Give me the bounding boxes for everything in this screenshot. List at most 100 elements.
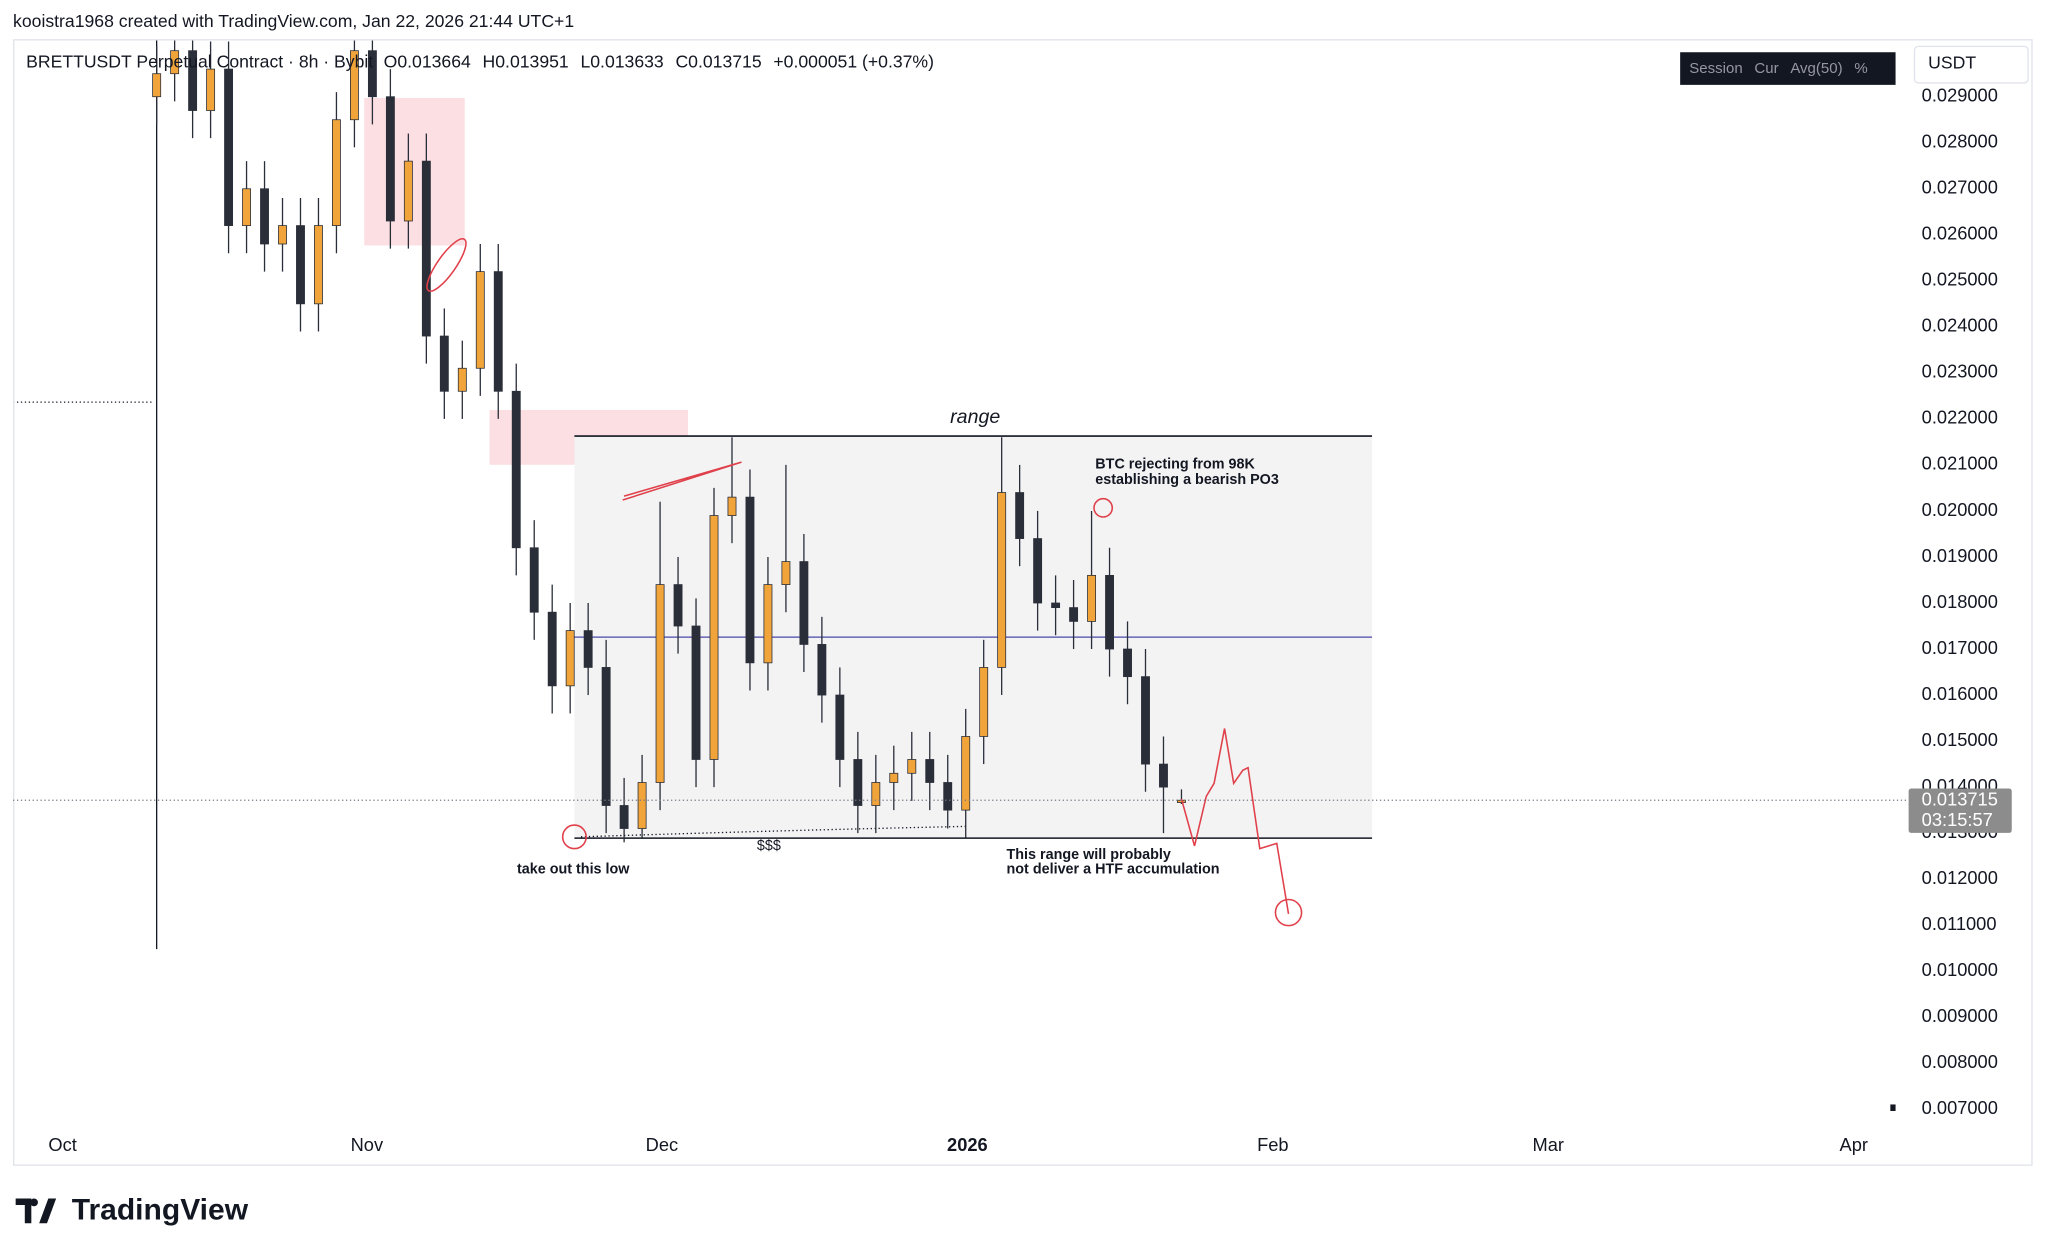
candle-body (817, 644, 827, 696)
candle-body (385, 96, 395, 222)
annotation: not deliver a HTF accumulation (1007, 861, 1220, 877)
legend-value: O0.013664 (384, 51, 471, 71)
annotation: take out this low (517, 861, 630, 877)
annotation-marks (426, 238, 1303, 927)
legend-value: L0.013633 (580, 51, 663, 71)
supply-zone (364, 97, 465, 246)
candle-body (1123, 648, 1132, 678)
y-tick-label: 0.011000 (1922, 913, 1997, 934)
candle-body (853, 759, 863, 806)
highlight-stroke (622, 461, 742, 501)
candle-body (421, 160, 431, 337)
candle-body (547, 611, 557, 687)
chart-frame (13, 39, 2033, 1166)
y-tick-label: 0.009000 (1922, 1005, 1998, 1026)
countdown: 03:15:57 (1922, 809, 1993, 830)
candle-body (1087, 574, 1097, 622)
candle-body (889, 772, 899, 783)
y-tick-label: 0.012000 (1922, 867, 1998, 888)
toolbar-button[interactable]: % (1854, 60, 1867, 77)
currency-box (1913, 45, 2029, 84)
projection-path (1180, 728, 1290, 914)
legend-value: +0.000051 (+0.37%) (773, 51, 934, 71)
candle-body (961, 736, 971, 811)
toolbar-button[interactable]: Cur (1754, 60, 1778, 77)
candle-body (242, 188, 251, 226)
y-tick-label: 0.010000 (1922, 959, 1998, 980)
candle-body (439, 335, 449, 392)
x-tick-label: 2026 (947, 1134, 988, 1155)
candle-body (619, 805, 629, 829)
logo-mark (15, 1198, 57, 1224)
y-tick-label: 0.029000 (1922, 85, 1998, 106)
candle-body (997, 492, 1007, 668)
annotation: This range will probably (1007, 847, 1171, 863)
toolbar-buttons: Session Cur Avg(50)% (1689, 60, 1867, 77)
scale-handle (1890, 1104, 1896, 1111)
x-tick-label: Mar (1533, 1134, 1564, 1155)
candle-body (278, 225, 287, 245)
last-price-label: 0.013715 (1922, 789, 1998, 810)
x-tick-label: Apr (1840, 1134, 1868, 1155)
x-tick-label: Oct (48, 1134, 76, 1155)
candle-body (475, 271, 485, 369)
annotation: establishing a bearish PO3 (1095, 472, 1279, 488)
candle-body (1105, 574, 1114, 650)
candle-body (781, 561, 791, 585)
candle-body (1159, 763, 1168, 788)
candle-body (691, 625, 701, 760)
candle-body (709, 515, 719, 760)
candle-body (296, 225, 305, 305)
highlight-ellipse (426, 238, 467, 293)
toolbar-button[interactable]: Session (1689, 60, 1742, 77)
candle-body (1069, 607, 1079, 622)
candle-body (332, 119, 341, 226)
x-tick-label: Nov (351, 1134, 384, 1155)
y-tick-label: 0.007000 (1922, 1097, 1998, 1118)
currency[interactable]: USDT (1928, 53, 1976, 73)
candle-body (979, 667, 989, 737)
y-axis: 0.029000 0.028000 0.027000 0.026000 0.025000… (1902, 85, 1998, 1118)
y-tick-label: 0.023000 (1922, 361, 1998, 382)
candle-body (224, 68, 234, 226)
candle-body (206, 68, 216, 111)
y-tick-label: 0.022000 (1922, 407, 1998, 428)
x-axis: Oct Nov Dec 2026 Feb Mar Apr (48, 1134, 1868, 1155)
candle-body (403, 160, 413, 222)
candles (152, 40, 1186, 843)
annotation: $$$ (757, 838, 781, 854)
drawings (14, 40, 1373, 950)
candle-body (835, 694, 845, 760)
y-tick-label: 0.024000 (1922, 315, 1998, 336)
toolbar-button[interactable]: Avg(50) (1790, 60, 1842, 77)
candle-body (583, 630, 593, 668)
candle-body (925, 759, 935, 783)
logo: TradingView (15, 1193, 249, 1226)
candle-body (673, 584, 683, 627)
candle-body (529, 547, 539, 613)
candle-body (1015, 492, 1025, 539)
candle-body (745, 496, 755, 664)
candle-body (799, 561, 809, 645)
candle-body (152, 73, 162, 98)
y-tick-label: 0.018000 (1922, 591, 1998, 612)
candle-body (637, 782, 647, 829)
y-tick-label: 0.025000 (1922, 269, 1998, 290)
candle-body (367, 50, 377, 98)
candle-body (1141, 676, 1150, 765)
candle-body (457, 367, 467, 392)
y-tick-label: 0.027000 (1922, 177, 1998, 198)
candle-body (314, 225, 323, 305)
credit: kooistra1968 created with TradingView.co… (13, 11, 574, 31)
symbol-title: BRETTUSDT Perpetual Contract · 8h · Bybi… (26, 51, 373, 71)
candle-body (871, 782, 881, 806)
annotation: range (950, 406, 1000, 428)
candle-body (655, 584, 665, 783)
candle-body (188, 50, 198, 111)
y-tick-label: 0.017000 (1922, 637, 1998, 658)
candle-body (727, 496, 737, 516)
candle-body (511, 390, 521, 549)
y-tick-label: 0.019000 (1922, 545, 1998, 566)
